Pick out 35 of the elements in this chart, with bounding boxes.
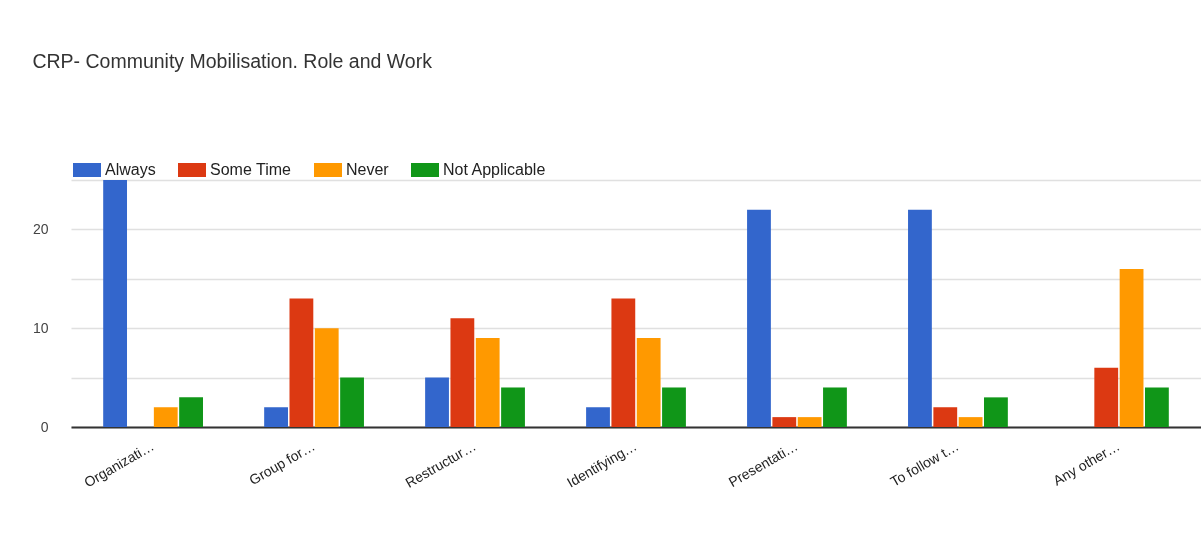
bar [797,417,822,427]
bar [501,387,525,427]
bar [314,328,339,427]
bar [662,387,686,427]
y-tick-label: 20 [32,220,49,237]
bar [289,298,314,427]
bar [264,407,288,427]
bar [450,318,475,427]
bar [958,417,983,427]
bar [475,338,500,427]
bar [611,298,636,427]
legend-label: Never [346,161,390,178]
legend-label: Some Time [210,161,292,178]
bar [772,417,797,427]
bar [636,338,661,427]
bar [908,209,932,427]
bar [933,407,958,427]
bar [103,180,127,427]
bar [984,397,1008,427]
bar [1145,387,1169,427]
y-tick-label: 10 [32,319,49,336]
x-tick-label: Any other… [1050,437,1123,489]
chart-title: CRP- Community Mobilisation. Role and Work [32,49,433,72]
bar [1094,367,1119,427]
bar [340,377,364,427]
bar [586,407,610,427]
bar [823,387,847,427]
bar [153,407,178,427]
bar [425,377,449,427]
y-tick-label: 0 [40,418,49,435]
bar [1119,268,1144,427]
bar [747,209,771,427]
legend-label: Always [105,161,156,178]
legend-label: Not Applicable [443,161,546,178]
bar [179,397,203,427]
